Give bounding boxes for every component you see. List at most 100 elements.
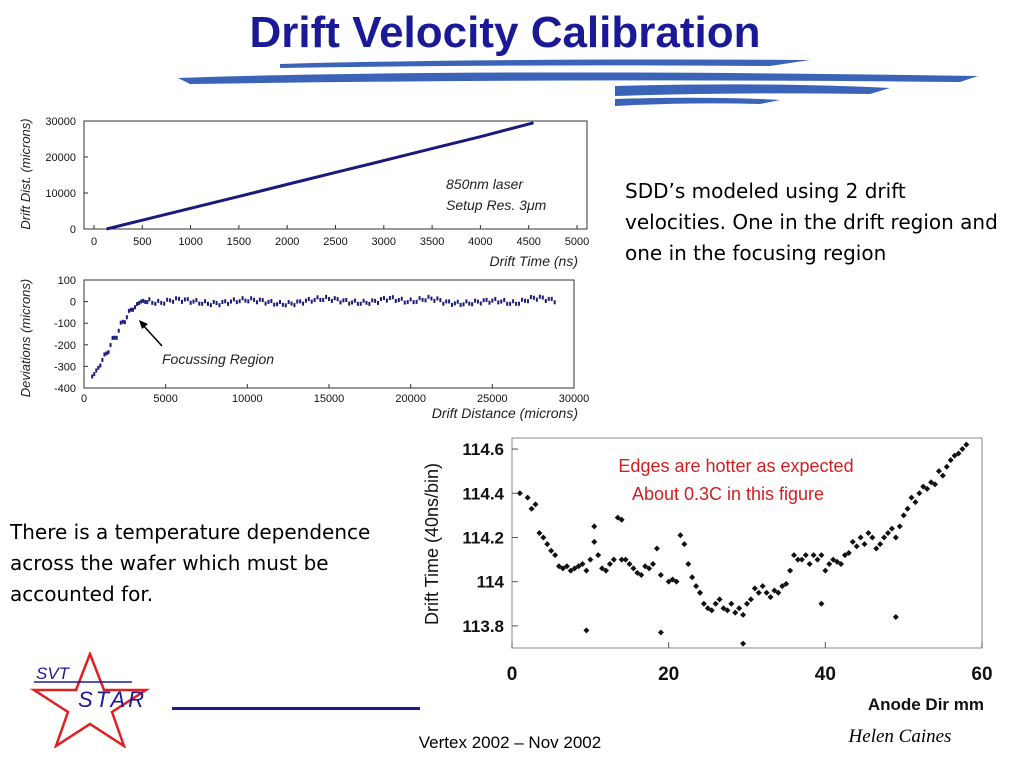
data-point (93, 372, 96, 377)
x-tick-label: 15000 (314, 393, 345, 405)
y-tick-label: 20000 (45, 152, 76, 164)
data-point (506, 301, 509, 306)
x-tick-label: 0 (81, 393, 87, 405)
data-point (524, 298, 526, 303)
data-point (319, 297, 322, 302)
data-point (313, 297, 316, 302)
data-point (599, 565, 606, 572)
data-point (270, 299, 273, 304)
data-point (626, 561, 633, 567)
data-point (238, 299, 241, 304)
data-point (767, 594, 774, 601)
data-point (371, 298, 374, 303)
data-point (521, 297, 524, 302)
data-point (689, 574, 696, 581)
data-point (95, 368, 98, 373)
x-tick-label: 20000 (395, 393, 426, 405)
x-axis-label: Drift Distance (microns) (432, 405, 578, 421)
data-point (532, 295, 535, 300)
data-point (845, 549, 852, 556)
data-point (775, 589, 782, 596)
data-point (494, 296, 497, 301)
y-tick-label: -400 (54, 383, 76, 395)
data-point (536, 530, 543, 537)
x-tick-label: 3000 (372, 236, 396, 248)
data-point (673, 578, 680, 585)
data-point (368, 301, 371, 306)
data-point (559, 565, 566, 572)
data-point (669, 576, 676, 583)
data-point (943, 463, 950, 470)
data-point (700, 600, 707, 607)
data-point (267, 299, 270, 304)
y-axis-label: Drift Time (40ns/bin) (422, 463, 442, 625)
data-point (206, 301, 209, 306)
data-point (290, 301, 293, 306)
data-point (103, 352, 106, 357)
data-point (415, 299, 418, 304)
data-point (134, 305, 137, 310)
data-point (328, 296, 330, 301)
data-point (488, 300, 491, 305)
data-point (794, 556, 801, 563)
data-point (834, 558, 841, 565)
data-point (293, 303, 296, 308)
data-point (516, 490, 523, 497)
data-point (693, 583, 700, 590)
data-point (307, 296, 310, 301)
data-point (400, 296, 403, 301)
data-point (129, 307, 132, 312)
data-point (296, 299, 299, 304)
data-point (959, 446, 966, 453)
data-point (287, 300, 290, 305)
data-point (169, 298, 172, 303)
data-point (144, 299, 147, 304)
data-point (459, 302, 462, 307)
data-point (261, 298, 264, 303)
data-point (362, 298, 365, 303)
data-point (892, 614, 899, 621)
data-point (151, 300, 154, 305)
data-point (250, 296, 253, 301)
deviations-chart: Deviations (microns) 0 5000 10000 15000 2000… (18, 275, 589, 421)
annotation-setup-res: Setup Res. 3μm (446, 197, 547, 213)
data-point (540, 534, 547, 541)
data-point (385, 298, 388, 303)
data-point (524, 494, 531, 501)
data-point (532, 501, 539, 508)
series-line (106, 121, 534, 231)
data-point (183, 297, 186, 302)
data-point (105, 351, 108, 356)
data-point (125, 315, 128, 320)
data-point (697, 589, 703, 596)
data-point (342, 298, 345, 303)
data-point (622, 556, 629, 563)
x-axis-label: Anode Dir mm (868, 695, 984, 714)
data-point (544, 298, 547, 303)
data-point (587, 556, 594, 563)
data-point (445, 299, 448, 304)
data-point (479, 301, 482, 306)
annotation-focussing-region: Focussing Region (162, 351, 274, 367)
data-point (716, 596, 723, 603)
data-point (877, 541, 884, 548)
data-point (348, 301, 351, 306)
data-point (181, 299, 183, 304)
data-point (939, 472, 946, 479)
data-point (591, 538, 598, 545)
data-point (235, 300, 238, 305)
data-point (547, 296, 550, 301)
x-tick-label: 4500 (516, 236, 540, 248)
data-point (136, 302, 139, 307)
data-point (142, 298, 145, 303)
data-point (912, 499, 919, 506)
data-point (814, 556, 821, 563)
data-point (111, 335, 114, 340)
data-point (650, 561, 656, 567)
y-tick-label: 30000 (45, 116, 76, 128)
data-point (818, 600, 825, 607)
data-point (175, 296, 178, 301)
data-point (818, 552, 825, 559)
data-point (740, 640, 747, 647)
x-tick-label: 25000 (477, 393, 508, 405)
